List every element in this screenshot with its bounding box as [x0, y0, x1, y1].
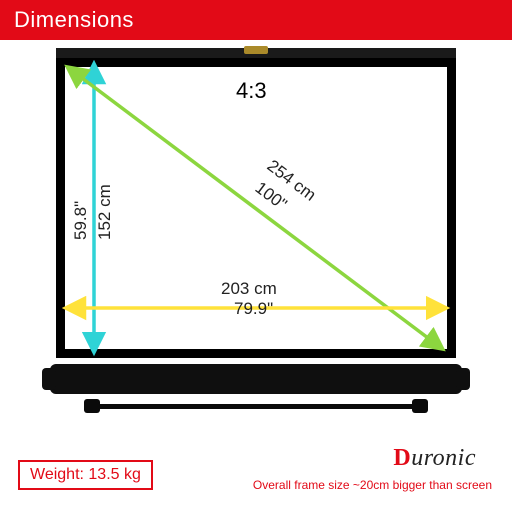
- header-bar: Dimensions: [0, 0, 512, 40]
- weight-box: Weight: 13.5 kg: [18, 460, 153, 490]
- brand-accent: D: [393, 445, 411, 471]
- foot-right: [412, 399, 428, 413]
- footnote: Overall frame size ~20cm bigger than scr…: [253, 478, 492, 492]
- screen-frame: [56, 58, 456, 358]
- product-diagram: 4:3 152 cm 59.8" 254 cm 100" 203 cm 79.9…: [56, 48, 456, 428]
- foot-left: [84, 399, 100, 413]
- brand-logo: Duronic: [393, 445, 476, 472]
- base-case: [50, 364, 462, 394]
- foot-bar: [96, 404, 416, 409]
- weight-label: Weight: 13.5 kg: [30, 466, 141, 483]
- hang-clip: [244, 46, 268, 54]
- brand-rest: uronic: [411, 445, 476, 471]
- page-title: Dimensions: [14, 7, 134, 33]
